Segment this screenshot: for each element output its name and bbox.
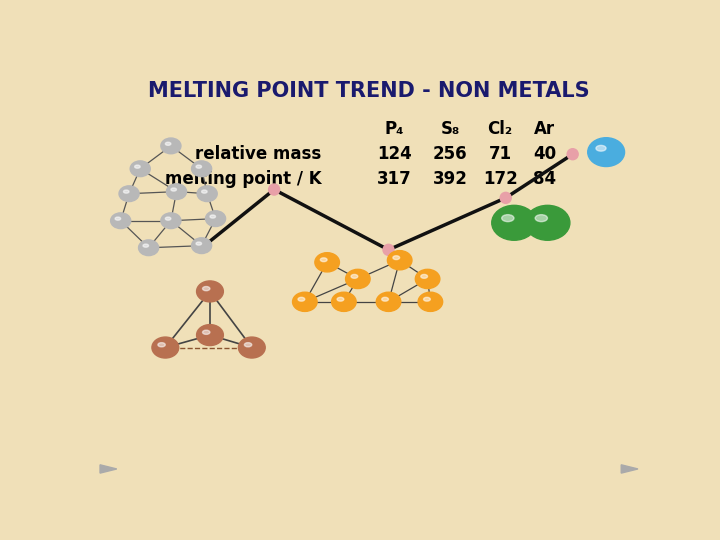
Ellipse shape <box>166 184 186 199</box>
Ellipse shape <box>197 325 223 346</box>
Ellipse shape <box>596 145 606 151</box>
Ellipse shape <box>377 292 401 312</box>
Text: melting point / K: melting point / K <box>165 170 322 188</box>
Ellipse shape <box>202 190 207 193</box>
Ellipse shape <box>197 281 223 302</box>
Ellipse shape <box>535 215 547 221</box>
Ellipse shape <box>197 186 217 201</box>
Text: 256: 256 <box>433 145 467 163</box>
Text: 317: 317 <box>377 170 412 188</box>
Text: Ar: Ar <box>534 120 555 138</box>
Ellipse shape <box>124 190 129 193</box>
Ellipse shape <box>210 215 215 218</box>
Point <box>199 241 210 250</box>
Ellipse shape <box>418 292 443 312</box>
Ellipse shape <box>192 161 212 177</box>
Ellipse shape <box>502 215 514 221</box>
Ellipse shape <box>161 138 181 154</box>
Ellipse shape <box>152 337 179 358</box>
Ellipse shape <box>315 253 339 272</box>
Ellipse shape <box>298 298 305 301</box>
Text: relative mass: relative mass <box>195 145 322 163</box>
Text: 84: 84 <box>534 170 557 188</box>
Ellipse shape <box>119 186 139 201</box>
Polygon shape <box>100 465 117 473</box>
Ellipse shape <box>292 292 317 312</box>
Ellipse shape <box>588 138 624 166</box>
Ellipse shape <box>492 205 536 240</box>
Text: P₄: P₄ <box>384 120 404 138</box>
Ellipse shape <box>196 242 202 245</box>
Ellipse shape <box>143 244 148 247</box>
Ellipse shape <box>415 269 440 288</box>
Text: MELTING POINT TREND - NON METALS: MELTING POINT TREND - NON METALS <box>148 82 590 102</box>
Text: 71: 71 <box>489 145 512 163</box>
Ellipse shape <box>351 274 358 278</box>
Point <box>500 193 511 202</box>
Text: S₈: S₈ <box>441 120 459 138</box>
Ellipse shape <box>346 269 370 288</box>
Ellipse shape <box>192 238 212 254</box>
Ellipse shape <box>161 213 181 228</box>
Text: 40: 40 <box>534 145 557 163</box>
Ellipse shape <box>166 217 171 220</box>
Point <box>383 246 395 254</box>
Ellipse shape <box>393 256 400 260</box>
Ellipse shape <box>202 330 210 334</box>
Ellipse shape <box>135 165 140 168</box>
Ellipse shape <box>166 142 171 145</box>
Point <box>567 150 578 159</box>
Ellipse shape <box>111 213 131 228</box>
Ellipse shape <box>420 274 428 278</box>
Ellipse shape <box>244 343 252 347</box>
Ellipse shape <box>171 188 176 191</box>
Ellipse shape <box>387 251 412 270</box>
Ellipse shape <box>382 298 389 301</box>
Ellipse shape <box>423 298 431 301</box>
Polygon shape <box>621 465 638 473</box>
Ellipse shape <box>138 240 158 255</box>
Ellipse shape <box>196 165 202 168</box>
Ellipse shape <box>130 161 150 177</box>
Ellipse shape <box>238 337 265 358</box>
Ellipse shape <box>202 287 210 291</box>
Ellipse shape <box>115 217 121 220</box>
Text: Cl₂: Cl₂ <box>487 120 513 138</box>
Ellipse shape <box>332 292 356 312</box>
Text: 172: 172 <box>482 170 518 188</box>
Text: 392: 392 <box>433 170 467 188</box>
Ellipse shape <box>337 298 344 301</box>
Ellipse shape <box>158 343 166 347</box>
Ellipse shape <box>205 211 225 226</box>
Point <box>269 185 280 194</box>
Ellipse shape <box>320 258 327 262</box>
Ellipse shape <box>526 205 570 240</box>
Text: 124: 124 <box>377 145 412 163</box>
